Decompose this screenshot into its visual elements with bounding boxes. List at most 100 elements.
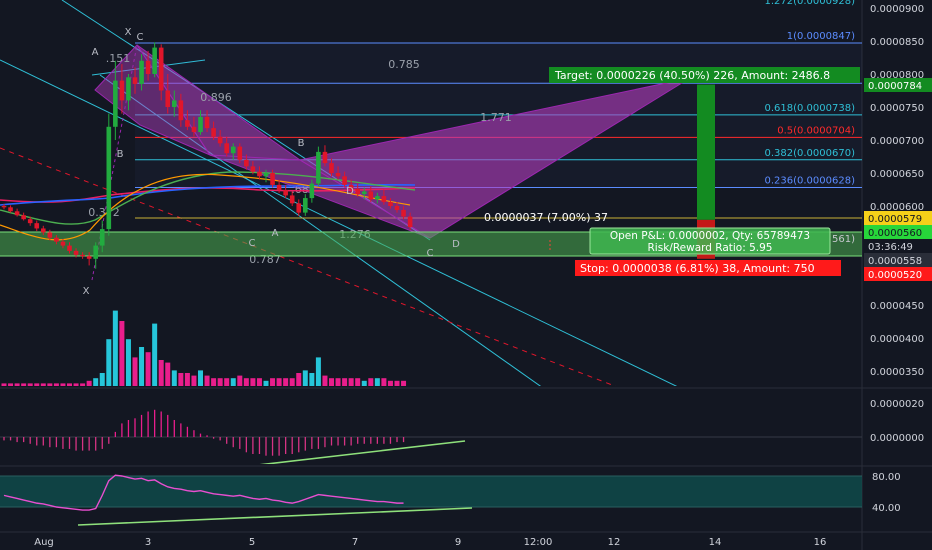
candle-body[interactable] bbox=[211, 128, 216, 137]
candle-body[interactable] bbox=[158, 47, 164, 91]
volume-bar bbox=[243, 378, 249, 386]
candle-body[interactable] bbox=[126, 77, 131, 101]
time-tick-label: 12 bbox=[608, 537, 621, 548]
candle-body[interactable] bbox=[34, 223, 40, 229]
candle-body[interactable] bbox=[80, 254, 85, 257]
candle-body[interactable] bbox=[355, 188, 360, 195]
volume-bar bbox=[217, 378, 223, 386]
price-badge: 0.0000784 bbox=[868, 81, 922, 92]
candle-body[interactable] bbox=[335, 173, 341, 177]
volume-bar bbox=[230, 378, 236, 386]
price-tick-label: 0.0000400 bbox=[870, 334, 924, 345]
candle-body[interactable] bbox=[309, 183, 315, 199]
candle-body[interactable] bbox=[106, 126, 112, 230]
candle-body[interactable] bbox=[93, 245, 98, 259]
price-tick-label: 0.0000900 bbox=[870, 4, 924, 15]
volume-bar bbox=[322, 375, 328, 386]
candle-body[interactable] bbox=[165, 90, 171, 108]
candle-body[interactable] bbox=[172, 100, 177, 107]
risk-reward-label: Risk/Reward Ratio: 5.95 bbox=[648, 242, 773, 254]
candle-body[interactable] bbox=[394, 206, 400, 210]
candle-body[interactable] bbox=[230, 146, 236, 154]
rsi-band bbox=[0, 476, 862, 507]
candle-body[interactable] bbox=[257, 171, 262, 177]
volume-bar bbox=[184, 373, 190, 386]
volume-bar bbox=[250, 378, 256, 386]
candle-body[interactable] bbox=[375, 196, 380, 200]
candle-body[interactable] bbox=[54, 237, 59, 242]
candle-body[interactable] bbox=[145, 60, 151, 74]
candle-body[interactable] bbox=[8, 207, 13, 212]
candle-body[interactable] bbox=[73, 250, 79, 255]
candle-body[interactable] bbox=[316, 151, 321, 184]
candle-body[interactable] bbox=[41, 228, 46, 233]
candle-body[interactable] bbox=[368, 191, 374, 200]
candle-body[interactable] bbox=[296, 203, 302, 213]
candle-body[interactable] bbox=[224, 143, 229, 154]
candle-body[interactable] bbox=[1, 206, 7, 208]
candle-body[interactable] bbox=[198, 116, 203, 133]
candle-body[interactable] bbox=[191, 126, 197, 133]
candle-body[interactable] bbox=[348, 184, 354, 189]
volume-bar bbox=[224, 378, 230, 386]
candle-body[interactable] bbox=[27, 219, 33, 224]
candle-body[interactable] bbox=[283, 190, 288, 196]
candle-body[interactable] bbox=[237, 146, 243, 160]
pattern-ratio-label: 0.896 bbox=[200, 91, 232, 104]
candle-body[interactable] bbox=[185, 120, 190, 127]
candle-body[interactable] bbox=[263, 173, 269, 177]
candle-body[interactable] bbox=[388, 202, 393, 206]
pattern-projection[interactable] bbox=[298, 77, 691, 239]
candle-body[interactable] bbox=[270, 173, 275, 185]
candle-body[interactable] bbox=[303, 198, 308, 213]
candle-body[interactable] bbox=[152, 47, 157, 74]
candle-body[interactable] bbox=[342, 176, 347, 185]
macd-divergence-line[interactable] bbox=[258, 440, 466, 465]
candle-body[interactable] bbox=[329, 163, 334, 173]
candle-body[interactable] bbox=[289, 195, 295, 204]
candle-body[interactable] bbox=[99, 229, 105, 246]
candle-body[interactable] bbox=[132, 77, 138, 84]
candle-body[interactable] bbox=[119, 80, 125, 101]
candle-body[interactable] bbox=[217, 136, 223, 144]
candle-body[interactable] bbox=[60, 241, 66, 246]
candle-body[interactable] bbox=[322, 151, 328, 164]
candle-body[interactable] bbox=[21, 215, 26, 220]
time-tick-label: 9 bbox=[455, 537, 461, 548]
volume-bar bbox=[342, 378, 348, 386]
pattern-ratio-label: 0.372 bbox=[88, 206, 120, 219]
candlesticks[interactable] bbox=[1, 42, 413, 269]
volume-bar bbox=[125, 339, 131, 386]
dashed-trend-line[interactable] bbox=[0, 147, 625, 390]
candle-body[interactable] bbox=[407, 216, 413, 228]
pattern-point-label: B bbox=[298, 138, 305, 149]
candle-body[interactable] bbox=[139, 60, 144, 84]
risk-amount-label: 0.0000037 (7.00%) 37 bbox=[484, 211, 608, 224]
volume-bar bbox=[99, 373, 105, 386]
volume-bar bbox=[381, 378, 387, 386]
candle-body[interactable] bbox=[381, 196, 387, 203]
candle-body[interactable] bbox=[14, 211, 20, 216]
volume-bar bbox=[40, 383, 46, 386]
candle-body[interactable] bbox=[361, 191, 367, 195]
candle-body[interactable] bbox=[244, 159, 249, 167]
candle-body[interactable] bbox=[67, 245, 72, 251]
stop-label: Stop: 0.0000038 (6.81%) 38, Amount: 750 bbox=[580, 262, 815, 275]
macd-histogram bbox=[0, 409, 862, 465]
candle-body[interactable] bbox=[47, 232, 53, 238]
candle-body[interactable] bbox=[178, 100, 184, 121]
candle-body[interactable] bbox=[86, 256, 92, 259]
volume-bar bbox=[283, 378, 289, 386]
candle-body[interactable] bbox=[250, 166, 256, 172]
price-badge: 03:36:49 bbox=[868, 242, 913, 253]
candle-body[interactable] bbox=[204, 116, 210, 129]
volume-bar bbox=[67, 383, 72, 386]
candle-body[interactable] bbox=[113, 80, 118, 127]
price-badge: 0.0000558 bbox=[868, 256, 922, 267]
position-target-area[interactable] bbox=[697, 84, 715, 220]
candle-body[interactable] bbox=[276, 184, 282, 191]
candle-body[interactable] bbox=[401, 209, 406, 217]
rsi-divergence-line[interactable] bbox=[77, 507, 473, 526]
